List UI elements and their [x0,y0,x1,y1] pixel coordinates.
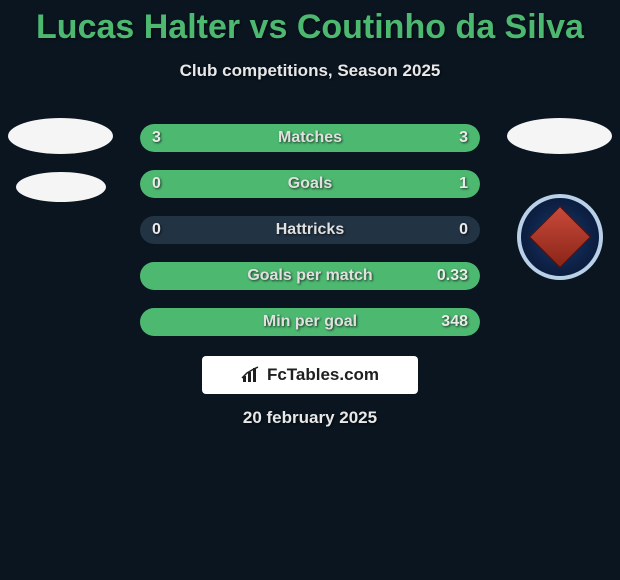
stat-value-right: 0.33 [437,267,468,285]
right-badges [507,118,612,280]
stat-label: Goals [140,175,480,193]
page-subtitle: Club competitions, Season 2025 [0,61,620,81]
stat-value-right: 3 [459,129,468,147]
stat-row: Goals per match0.33 [140,262,480,290]
stat-label: Hattricks [140,221,480,239]
emblem-inner-icon [528,206,590,268]
left-badges [8,118,113,220]
page-title: Lucas Halter vs Coutinho da Silva [0,0,620,47]
stat-label: Min per goal [140,313,480,331]
stat-value-right: 1 [459,175,468,193]
stat-row: 3Matches3 [140,124,480,152]
brand-box: FcTables.com [202,356,418,394]
stats-container: 3Matches30Goals10Hattricks0Goals per mat… [140,124,480,354]
stat-value-right: 348 [441,313,468,331]
date-label: 20 february 2025 [0,408,620,428]
brand-label: FcTables.com [267,365,379,385]
stat-row: Min per goal348 [140,308,480,336]
club-emblem-right [517,194,603,280]
team-badge-right-1 [507,118,612,154]
bar-chart-icon [241,366,263,384]
stat-row: 0Hattricks0 [140,216,480,244]
stat-row: 0Goals1 [140,170,480,198]
stat-label: Goals per match [140,267,480,285]
team-badge-left-2 [16,172,106,202]
stat-label: Matches [140,129,480,147]
team-badge-left-1 [8,118,113,154]
stat-value-right: 0 [459,221,468,239]
